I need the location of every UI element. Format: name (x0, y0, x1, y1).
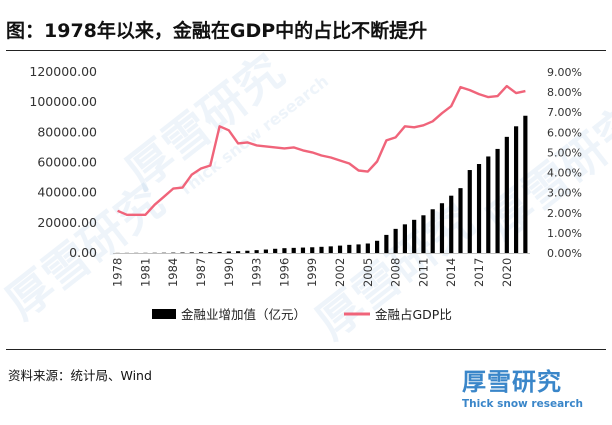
title-divider (6, 50, 606, 51)
y-right-tick-label: 7.00% (547, 106, 582, 119)
bar (300, 247, 306, 253)
bar (217, 251, 222, 253)
bar (273, 248, 278, 253)
bar (421, 215, 426, 253)
y-right-tick-label: 4.00% (547, 167, 582, 180)
y-left-tick-label: 100000.00 (29, 94, 97, 109)
bar (254, 250, 259, 253)
y-right-tick-label: 0.00% (547, 247, 582, 260)
y-right-tick-label: 5.00% (547, 146, 582, 159)
y-left-tick-label: 40000.00 (37, 185, 97, 200)
bar (310, 247, 315, 253)
x-tick-label: 2014 (444, 258, 458, 287)
y-right-tick-label: 3.00% (547, 187, 582, 200)
bar (245, 250, 250, 253)
bar (486, 156, 491, 253)
y-right-tick-label: 8.00% (547, 86, 582, 99)
bar (402, 224, 407, 253)
bar (189, 252, 194, 253)
x-tick-label: 2005 (361, 258, 375, 287)
bar (337, 245, 343, 253)
bar (449, 195, 454, 253)
x-tick-label: 1984 (166, 258, 180, 287)
bar (495, 148, 500, 253)
logo-text-cn: 厚雪研究 (462, 368, 562, 396)
bar (208, 252, 213, 253)
x-tick-label: 2020 (500, 258, 514, 287)
y-right-tick-label: 1.00% (547, 227, 582, 240)
bar (356, 244, 361, 253)
bar (467, 170, 472, 253)
bar (393, 228, 398, 253)
bar (171, 252, 176, 254)
x-tick-label: 2011 (416, 258, 430, 287)
series-line (117, 84, 526, 217)
x-tick-label: 1999 (305, 258, 319, 287)
bar (430, 209, 435, 253)
footer-divider (6, 349, 606, 350)
y-right-tick-label: 6.00% (547, 126, 582, 139)
bar (282, 248, 287, 253)
brand-logo: 厚雪研究 Thick snow research (462, 362, 583, 410)
x-tick-label: 2002 (333, 258, 347, 287)
x-tick-label: 1987 (194, 258, 208, 287)
x-tick-label: 1978 (111, 258, 125, 287)
y-left-tick-label: 20000.00 (37, 215, 97, 230)
bar (180, 252, 185, 254)
source-note: 资料来源：统计局、Wind (8, 368, 152, 383)
bar (263, 249, 268, 253)
bar (384, 234, 389, 253)
y-left-tick-label: 60000.00 (37, 155, 97, 170)
bar (504, 136, 509, 253)
logo-text-en: Thick snow research (462, 398, 584, 410)
x-tick-label: 1981 (138, 258, 152, 287)
bar (347, 244, 352, 253)
bar (476, 164, 482, 253)
bar (226, 251, 231, 253)
x-tick-label: 2008 (389, 258, 403, 287)
legend-swatch-bar (152, 309, 176, 319)
bar (365, 243, 370, 253)
bar (412, 219, 417, 253)
bar (328, 246, 333, 253)
y-left-tick-label: 120000.00 (29, 64, 97, 79)
bar (514, 126, 519, 253)
x-tick-label: 1993 (250, 258, 264, 287)
y-left-tick-label: 0.00 (69, 245, 97, 260)
legend-label-bar: 金融业增加值（亿元） (181, 307, 306, 322)
bar (198, 252, 204, 253)
y-right-tick-label: 9.00% (547, 66, 582, 79)
page-title: 图：1978年以来，金融在GDP中的占比不断提升 (6, 20, 428, 42)
bar (439, 203, 445, 253)
bar (236, 251, 241, 253)
x-tick-label: 1996 (277, 258, 291, 287)
y-left-tick-label: 80000.00 (37, 124, 97, 139)
x-tick-label: 1990 (222, 258, 236, 287)
legend-label-line: 金融占GDP比 (375, 307, 452, 322)
bar (375, 240, 380, 253)
bar (523, 115, 528, 253)
chart: 0.00 20000.00 40000.00 60000.00 80000.00 1000… (29, 64, 582, 322)
bar (319, 246, 324, 253)
bar (291, 247, 296, 253)
y-right-tick-label: 2.00% (547, 207, 582, 220)
bar (458, 188, 463, 253)
x-tick-label: 2017 (472, 258, 486, 287)
